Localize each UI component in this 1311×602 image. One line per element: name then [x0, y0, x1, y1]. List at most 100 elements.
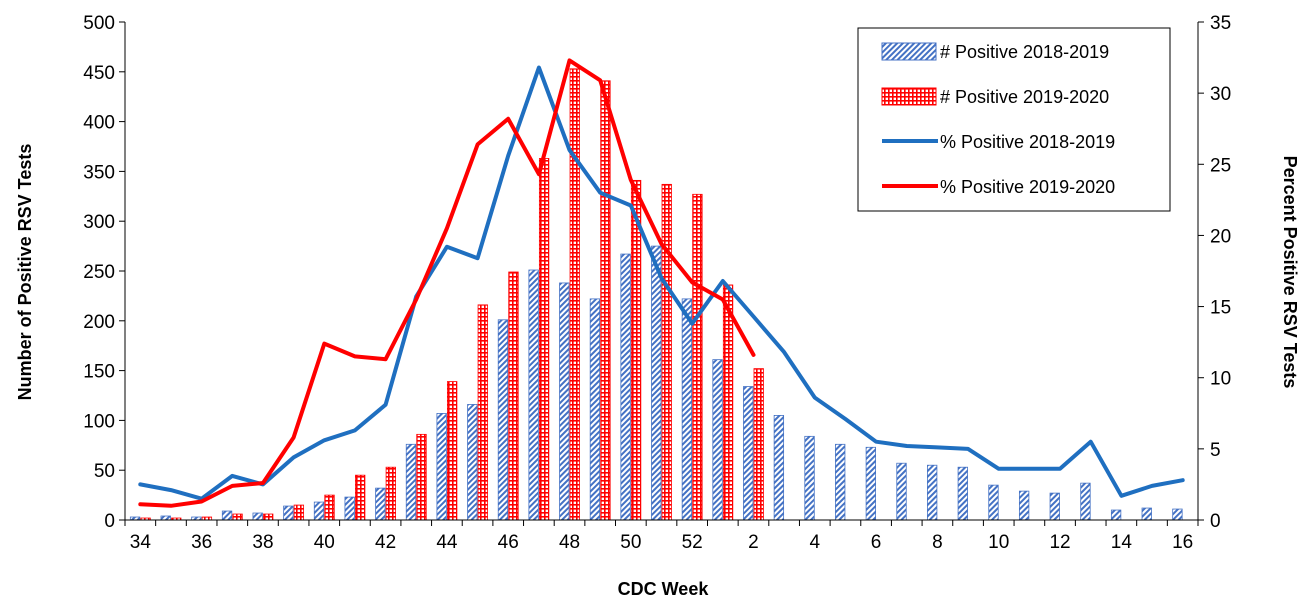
- bar-2018-2019: [559, 282, 570, 521]
- y-left-tick-label: 300: [83, 212, 115, 233]
- bar-2018-2019: [651, 245, 662, 521]
- bar-2018-2019: [927, 464, 938, 521]
- x-tick-label: 50: [620, 532, 641, 553]
- bar-2018-2019: [896, 462, 907, 521]
- bar-2019-2020: [538, 158, 550, 521]
- y-left-tick-label: 150: [83, 362, 115, 383]
- x-tick-label: 38: [252, 532, 273, 553]
- x-tick-label: 8: [932, 532, 943, 553]
- y-axis-left-title: Number of Positive RSV Tests: [15, 144, 35, 401]
- bar-2019-2020: [263, 513, 274, 521]
- legend-swatch-bar-2018-2019: [881, 42, 937, 61]
- bar-2018-2019: [1172, 508, 1183, 521]
- x-tick-label: 52: [682, 532, 703, 553]
- bar-2019-2020: [446, 381, 458, 521]
- bar-2019-2020: [477, 304, 488, 521]
- y-right-tick-label: 0: [1210, 511, 1221, 532]
- y-right-tick-label: 5: [1210, 440, 1221, 461]
- x-tick-label: 10: [988, 532, 1009, 553]
- y-left-tick-label: 50: [94, 461, 115, 482]
- y-axis-right-title: Percent Positive RSV Tests: [1280, 156, 1300, 389]
- bar-2018-2019: [988, 484, 999, 521]
- bar-2019-2020: [600, 80, 611, 521]
- bar-2018-2019: [497, 319, 509, 521]
- bar-2018-2019: [1110, 509, 1122, 521]
- y-left-tick-label: 0: [104, 511, 115, 532]
- bar-2018-2019: [528, 269, 539, 521]
- x-tick-label: 2: [748, 532, 759, 553]
- bar-2018-2019: [313, 501, 325, 521]
- x-tick-label: 6: [871, 532, 882, 553]
- bar-2018-2019: [283, 505, 294, 521]
- y-axis-right-ticks: 0 5 10 15 20 25 30 35: [1198, 13, 1231, 532]
- legend: # Positive 2018-2019 # Positive 2019-2020…: [857, 27, 1171, 212]
- bar-2018-2019: [957, 466, 968, 521]
- bar-2018-2019: [681, 298, 693, 521]
- y-right-tick-label: 35: [1210, 13, 1231, 34]
- legend-swatch-bar-2019-2020: [881, 87, 937, 106]
- x-tick-label: 46: [498, 532, 519, 553]
- y-left-tick-label: 400: [83, 113, 115, 134]
- y-right-tick-label: 15: [1210, 298, 1231, 319]
- bar-2018-2019: [1080, 482, 1091, 521]
- x-tick-label: 16: [1172, 532, 1193, 553]
- bar-2018-2019: [1141, 507, 1152, 521]
- line-pct-2019-2020: [138, 58, 756, 508]
- y-right-tick-label: 10: [1210, 369, 1231, 390]
- x-axis-ticks: 34 36 38 40 42 44 46 48 50 52 2 4 6 8 10 12 14 16: [124, 520, 1199, 553]
- bar-2019-2020: [661, 183, 672, 521]
- bar-2019-2020: [692, 193, 703, 521]
- y-left-tick-label: 450: [83, 63, 115, 84]
- bar-2018-2019: [804, 435, 815, 521]
- x-tick-label: 42: [375, 532, 396, 553]
- bar-2018-2019: [712, 359, 723, 521]
- bar-2018-2019: [1049, 492, 1060, 521]
- bar-2019-2020: [416, 433, 427, 521]
- x-tick-label: 40: [314, 532, 335, 553]
- bar-2018-2019: [773, 415, 785, 521]
- bar-2019-2020: [753, 368, 764, 521]
- bar-2018-2019: [1018, 490, 1030, 521]
- x-tick-label: 4: [809, 532, 820, 553]
- y-left-tick-label: 350: [83, 162, 115, 183]
- x-tick-label: 34: [130, 532, 152, 553]
- bar-2018-2019: [344, 496, 355, 521]
- x-axis-title: CDC Week: [618, 579, 710, 599]
- bar-2018-2019: [743, 386, 754, 521]
- y-left-tick-label: 200: [83, 312, 115, 333]
- y-axis-left-ticks: 0 50 100 150 200 250 300 350 400 450 500: [83, 13, 125, 532]
- bar-2018-2019: [405, 443, 417, 521]
- bar-2018-2019: [160, 515, 171, 521]
- bar-2018-2019: [375, 487, 386, 521]
- y-left-tick-label: 500: [83, 13, 115, 34]
- bar-2018-2019: [589, 298, 601, 521]
- bar-2019-2020: [232, 513, 243, 521]
- bar-2018-2019: [620, 253, 631, 521]
- legend-label: # Positive 2018-2019: [940, 42, 1109, 62]
- x-tick-label: 14: [1111, 532, 1133, 553]
- bar-2018-2019: [835, 443, 846, 521]
- lines-layer: [138, 58, 1185, 508]
- y-right-tick-label: 25: [1210, 155, 1231, 176]
- x-tick-label: 12: [1049, 532, 1070, 553]
- bar-2018-2019: [865, 446, 876, 521]
- bar-2018-2019: [436, 413, 447, 521]
- bar-2018-2019: [221, 510, 233, 521]
- y-right-tick-label: 30: [1210, 84, 1231, 105]
- x-tick-label: 48: [559, 532, 580, 553]
- y-left-tick-label: 100: [83, 411, 115, 432]
- x-tick-label: 36: [191, 532, 212, 553]
- bar-2019-2020: [508, 271, 519, 521]
- bar-2019-2020: [630, 179, 642, 521]
- bar-2019-2020: [324, 494, 335, 521]
- bars-layer: [129, 68, 1183, 521]
- bar-2019-2020: [569, 68, 580, 521]
- x-tick-label: 44: [436, 532, 458, 553]
- bar-2018-2019: [252, 512, 263, 521]
- legend-label: % Positive 2019-2020: [940, 177, 1115, 197]
- bar-2018-2019: [467, 404, 478, 521]
- bar-2019-2020: [722, 284, 734, 521]
- legend-label: % Positive 2018-2019: [940, 132, 1115, 152]
- bar-2019-2020: [355, 474, 366, 521]
- bar-2019-2020: [293, 504, 305, 521]
